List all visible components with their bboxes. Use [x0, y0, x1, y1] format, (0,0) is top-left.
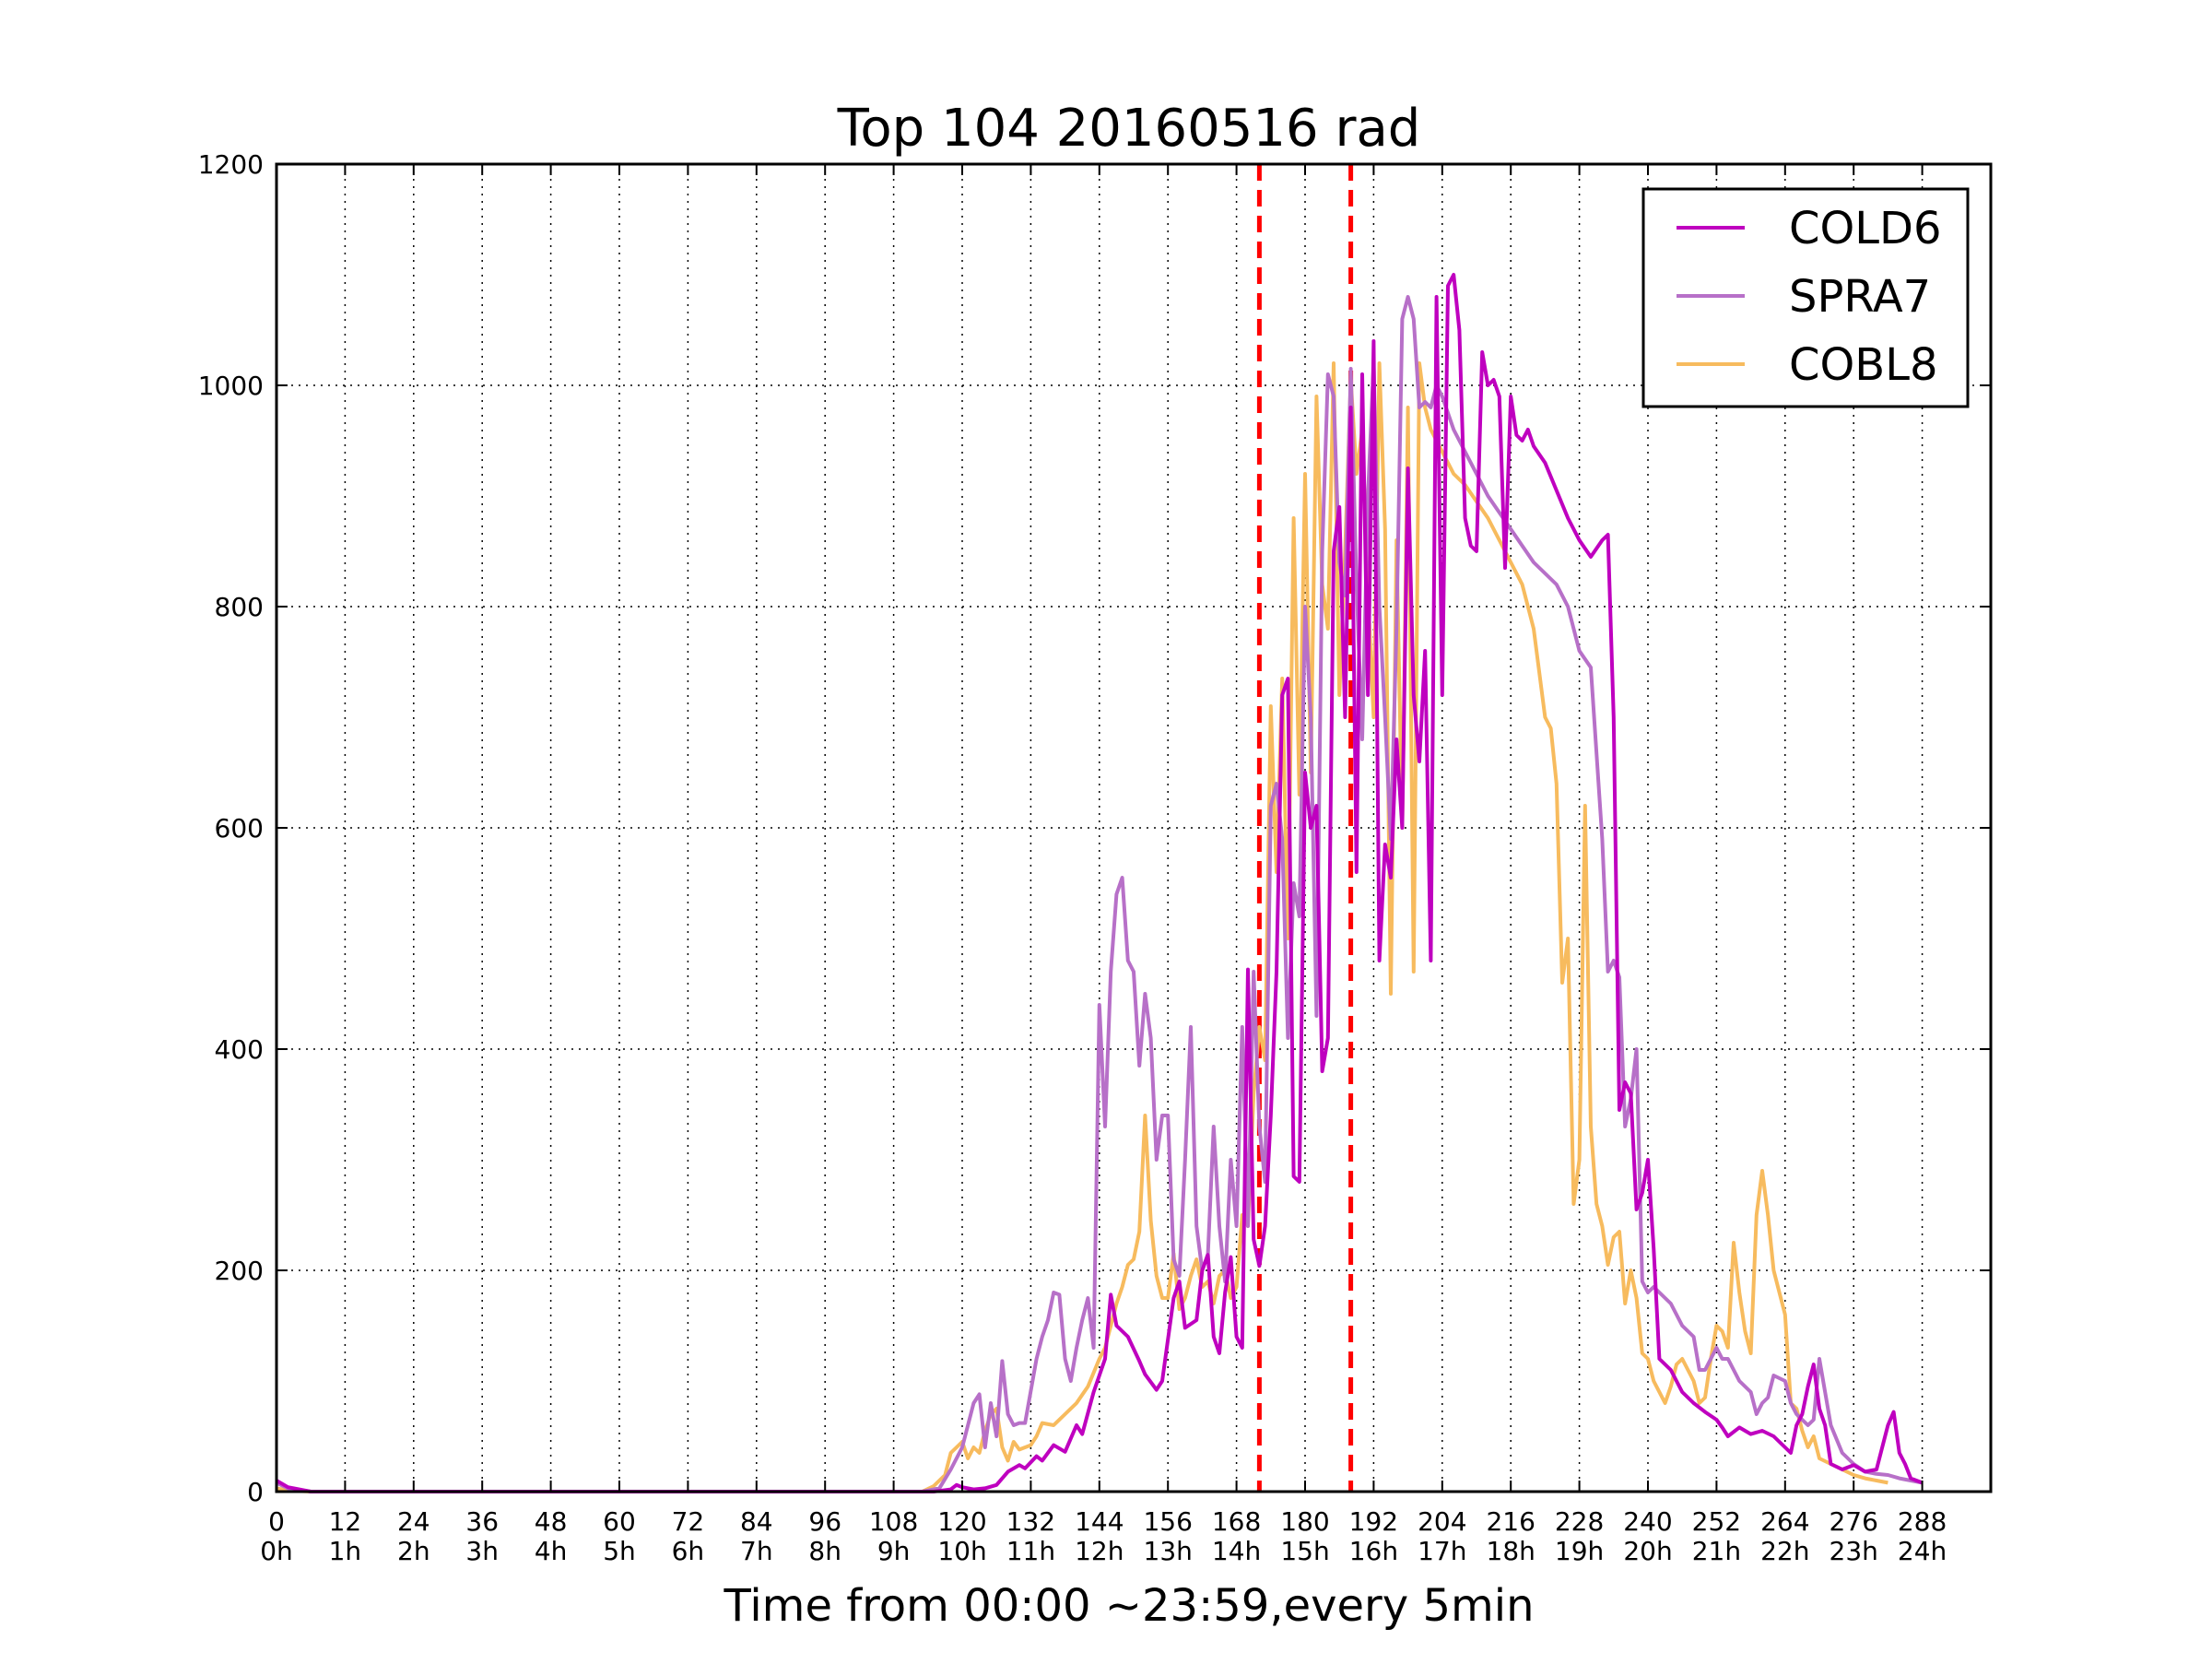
y-tick-label: 200 — [215, 1256, 264, 1286]
x-tick-label: 276 — [1829, 1506, 1877, 1537]
x-tick-label: 48 — [535, 1506, 568, 1537]
y-tick-label: 800 — [215, 592, 264, 622]
x-tick-label-hour: 2h — [397, 1536, 430, 1566]
x-tick-label: 72 — [672, 1506, 705, 1537]
axis-ticks: 00h121h242h363h484h605h726h847h968h1089h… — [198, 149, 1991, 1566]
x-tick-label: 12 — [329, 1506, 362, 1537]
x-tick-label-hour: 14h — [1212, 1536, 1261, 1566]
x-tick-label-hour: 7h — [740, 1536, 773, 1566]
x-tick-label-hour: 21h — [1692, 1536, 1741, 1566]
x-tick-label-hour: 18h — [1487, 1536, 1535, 1566]
x-tick-label-hour: 17h — [1418, 1536, 1466, 1566]
y-tick-label: 600 — [215, 813, 264, 844]
x-tick-label-hour: 16h — [1349, 1536, 1398, 1566]
y-tick-label: 1200 — [198, 149, 264, 180]
x-tick-label: 204 — [1418, 1506, 1466, 1537]
x-tick-label: 0 — [268, 1506, 285, 1537]
x-tick-label-hour: 4h — [535, 1536, 568, 1566]
y-tick-label: 400 — [215, 1034, 264, 1065]
x-tick-label-hour: 1h — [329, 1536, 362, 1566]
x-tick-label: 36 — [465, 1506, 499, 1537]
x-tick-label: 24 — [397, 1506, 430, 1537]
chart-title: Top 104 20160516 rad — [837, 99, 1421, 159]
x-tick-label-hour: 23h — [1830, 1536, 1878, 1566]
y-tick-label: 0 — [247, 1477, 264, 1507]
x-tick-label-hour: 12h — [1075, 1536, 1124, 1566]
x-tick-label-hour: 10h — [937, 1536, 986, 1566]
x-tick-label-hour: 19h — [1555, 1536, 1604, 1566]
x-tick-label-hour: 5h — [603, 1536, 636, 1566]
x-tick-label: 288 — [1898, 1506, 1947, 1537]
x-tick-label: 252 — [1692, 1506, 1741, 1537]
legend-label: COLD6 — [1789, 203, 1942, 254]
x-tick-label-hour: 13h — [1144, 1536, 1193, 1566]
x-tick-label: 156 — [1143, 1506, 1192, 1537]
x-tick-label: 228 — [1555, 1506, 1604, 1537]
x-tick-label-hour: 3h — [465, 1536, 499, 1566]
x-tick-label-hour: 24h — [1898, 1536, 1947, 1566]
x-tick-label-hour: 22h — [1760, 1536, 1809, 1566]
x-tick-label-hour: 11h — [1006, 1536, 1055, 1566]
x-tick-label: 168 — [1212, 1506, 1261, 1537]
series-line-cold6 — [275, 273, 1924, 1493]
series-layer — [275, 273, 1924, 1493]
x-tick-label: 264 — [1760, 1506, 1809, 1537]
x-tick-label-hour: 15h — [1280, 1536, 1329, 1566]
legend-label: COBL8 — [1789, 339, 1938, 391]
series-line-cobl8 — [276, 361, 1888, 1493]
legend-label: SPRA7 — [1789, 271, 1931, 323]
x-tick-label: 60 — [603, 1506, 636, 1537]
legend: COLD6 SPRA7 COBL8 — [1641, 187, 1970, 408]
x-tick-label: 240 — [1623, 1506, 1672, 1537]
x-tick-label: 96 — [808, 1506, 841, 1537]
x-tick-label: 108 — [869, 1506, 918, 1537]
x-tick-label-hour: 6h — [672, 1536, 705, 1566]
x-tick-label: 120 — [937, 1506, 986, 1537]
x-tick-label: 144 — [1075, 1506, 1124, 1537]
x-tick-label-hour: 9h — [877, 1536, 911, 1566]
x-tick-label: 216 — [1486, 1506, 1535, 1537]
x-tick-label: 84 — [740, 1506, 773, 1537]
y-tick-label: 1000 — [198, 371, 264, 401]
x-tick-label-hour: 20h — [1623, 1536, 1672, 1566]
x-tick-label: 132 — [1006, 1506, 1055, 1537]
x-tick-label-hour: 0h — [260, 1536, 293, 1566]
x-axis-label: Time from 00:00 ~23:59,every 5min — [724, 1580, 1535, 1632]
x-tick-label-hour: 8h — [808, 1536, 841, 1566]
x-tick-label: 180 — [1280, 1506, 1329, 1537]
x-tick-label: 192 — [1349, 1506, 1398, 1537]
